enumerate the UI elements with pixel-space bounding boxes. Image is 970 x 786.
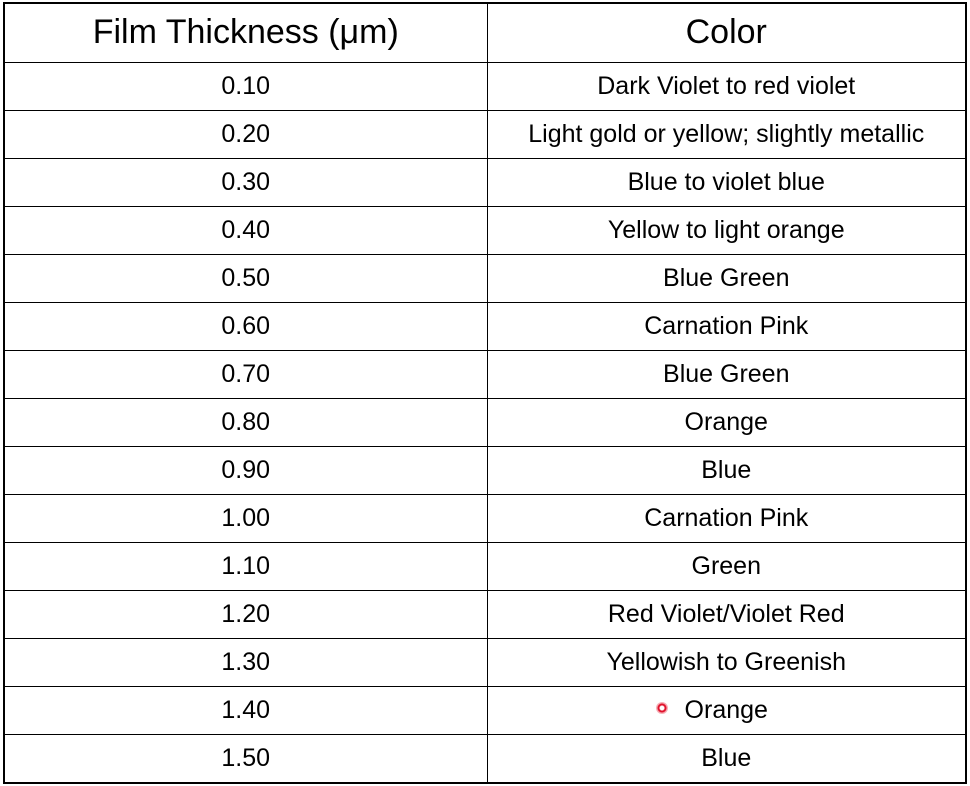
table-row: 1.10 Green — [5, 541, 965, 591]
color-cell: Blue — [486, 733, 965, 782]
thickness-cell: 1.00 — [5, 493, 488, 543]
table-row: 0.50 Blue Green — [5, 253, 965, 303]
table-row: 1.50 Blue — [5, 733, 965, 782]
thickness-cell: 1.20 — [5, 589, 488, 639]
color-cell: Blue Green — [486, 349, 965, 399]
table-row: 1.20 Red Violet/Violet Red — [5, 589, 965, 639]
table-row: 0.90 Blue — [5, 445, 965, 495]
thickness-cell: 1.10 — [5, 541, 488, 591]
table-row: 0.10 Dark Violet to red violet — [5, 61, 965, 111]
color-cell: Carnation Pink — [486, 493, 965, 543]
color-cell: Orange — [486, 685, 965, 735]
color-cell: Blue to violet blue — [486, 157, 965, 207]
color-cell: Red Violet/Violet Red — [486, 589, 965, 639]
table-header-row: Film Thickness (μm) Color — [5, 4, 965, 63]
color-cell: Blue — [486, 445, 965, 495]
color-cell: Blue Green — [486, 253, 965, 303]
color-cell: Light gold or yellow; slightly metallic — [486, 109, 965, 159]
thickness-cell: 0.60 — [5, 301, 488, 351]
thickness-cell: 0.40 — [5, 205, 488, 255]
table-row: 0.40 Yellow to light orange — [5, 205, 965, 255]
film-thickness-color-table: Film Thickness (μm) Color 0.10 Dark Viol… — [5, 4, 965, 782]
thickness-cell: 0.70 — [5, 349, 488, 399]
color-cell: Yellow to light orange — [486, 205, 965, 255]
thickness-cell: 0.10 — [5, 61, 488, 111]
color-cell: Dark Violet to red violet — [486, 61, 965, 111]
table-row: 1.30 Yellowish to Greenish — [5, 637, 965, 687]
header-color: Color — [486, 4, 965, 63]
thickness-cell: 1.30 — [5, 637, 488, 687]
thickness-cell: 0.30 — [5, 157, 488, 207]
table-row: 0.20 Light gold or yellow; slightly meta… — [5, 109, 965, 159]
thickness-cell: 0.90 — [5, 445, 488, 495]
thickness-cell: 1.50 — [5, 733, 488, 782]
table-row: 0.30 Blue to violet blue — [5, 157, 965, 207]
color-cell: Orange — [486, 397, 965, 447]
table-row: 1.40 Orange — [5, 685, 965, 735]
header-film-thickness: Film Thickness (μm) — [5, 4, 488, 63]
table-row: 1.00 Carnation Pink — [5, 493, 965, 543]
thickness-cell: 0.20 — [5, 109, 488, 159]
thickness-cell: 0.80 — [5, 397, 488, 447]
film-thickness-table-frame: Film Thickness (μm) Color 0.10 Dark Viol… — [3, 2, 967, 784]
thickness-cell: 1.40 — [5, 685, 488, 735]
table-row: 0.60 Carnation Pink — [5, 301, 965, 351]
thickness-cell: 0.50 — [5, 253, 488, 303]
table-row: 0.80 Orange — [5, 397, 965, 447]
color-cell: Green — [486, 541, 965, 591]
color-cell: Carnation Pink — [486, 301, 965, 351]
color-cell: Yellowish to Greenish — [486, 637, 965, 687]
table-row: 0.70 Blue Green — [5, 349, 965, 399]
